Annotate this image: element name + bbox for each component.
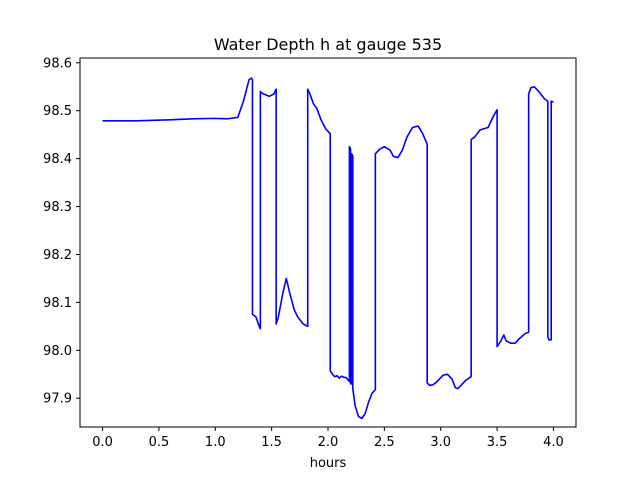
y-tick-label: 97.9	[43, 392, 72, 407]
series-layer	[102, 77, 554, 420]
water-depth-series-line	[102, 77, 554, 420]
x-tick-label: 0.5	[149, 435, 170, 450]
y-tick-label: 98.1	[43, 296, 72, 311]
x-tick-label: 3.5	[487, 435, 508, 450]
x-tick-label: 4.0	[543, 435, 564, 450]
x-tick-label: 3.0	[430, 435, 451, 450]
y-tick-label: 98.3	[43, 200, 72, 215]
y-tick-label: 98.0	[43, 344, 72, 359]
y-axis: 97.9 98.0 98.1 98.2 98.3 98.4 98.5 98.6	[43, 56, 80, 407]
x-tick-label: 0.0	[92, 435, 113, 450]
y-tick-label: 98.4	[43, 152, 72, 167]
y-tick-label: 98.5	[43, 104, 72, 119]
y-tick-label: 98.2	[43, 248, 72, 263]
x-axis-label: hours	[310, 456, 347, 471]
plot-area	[80, 58, 576, 427]
x-tick-label: 1.5	[261, 435, 282, 450]
x-tick-label: 1.0	[205, 435, 226, 450]
y-tick-label: 98.6	[43, 56, 72, 71]
x-axis: 0.0 0.5 1.0 1.5 2.0 2.5 3.0 3.5 4.0	[92, 427, 564, 450]
chart-title: Water Depth h at gauge 535	[214, 35, 442, 54]
x-tick-label: 2.5	[374, 435, 395, 450]
x-tick-label: 2.0	[318, 435, 339, 450]
